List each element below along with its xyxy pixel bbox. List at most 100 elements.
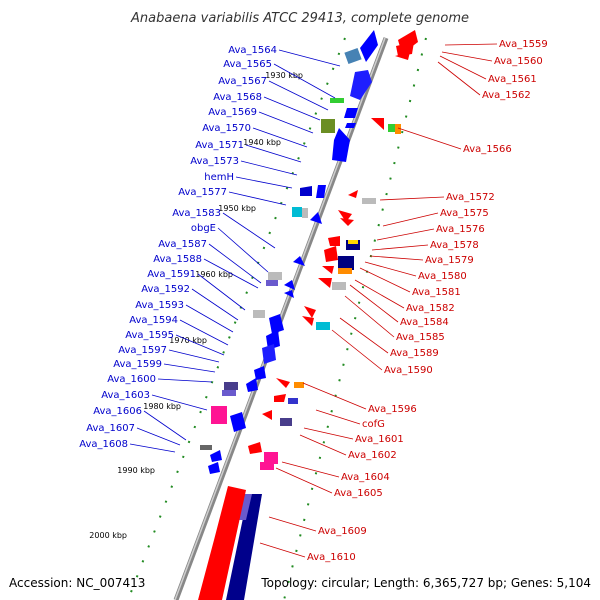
leader-line [191, 288, 239, 321]
gene-label[interactable]: Ava_1589 [390, 348, 439, 359]
leader-line [299, 434, 347, 456]
gene-feature [211, 406, 227, 424]
gene-label[interactable]: Ava_1569 [208, 107, 257, 118]
gene-label[interactable]: Ava_1581 [412, 287, 461, 298]
gene-label[interactable]: Ava_1607 [86, 423, 135, 434]
gene-label[interactable]: Ava_1593 [135, 300, 184, 311]
gene-feature [304, 306, 316, 318]
gene-feature [332, 128, 350, 162]
gene-feature [340, 218, 354, 226]
leader-line [258, 111, 314, 134]
gene-label[interactable]: Ava_1576 [436, 224, 485, 235]
gene-feature [224, 382, 238, 390]
gene-feature [253, 310, 265, 318]
gene-feature [322, 266, 334, 274]
leader-line [245, 144, 302, 163]
gene-feature [248, 442, 262, 454]
gene-label[interactable]: Ava_1603 [101, 390, 150, 401]
gene-label[interactable]: Ava_1599 [113, 359, 162, 370]
kbp-scale: 1930 kbp 1940 kbp 1950 kbp 1960 kbp 1970 kbp… [89, 71, 303, 540]
gene-label[interactable]: Ava_1595 [125, 330, 174, 341]
minus-strand-genes [200, 30, 378, 600]
gene-label[interactable]: obgE [191, 223, 216, 234]
gene-label[interactable]: Ava_1577 [178, 187, 227, 198]
leader-line [151, 394, 208, 411]
gene-feature [302, 316, 314, 326]
gene-feature [348, 190, 358, 198]
gene-label[interactable]: Ava_1584 [400, 317, 449, 328]
gene-feature [344, 47, 362, 65]
gene-feature [269, 314, 284, 334]
gene-label[interactable]: Ava_1571 [195, 140, 244, 151]
gene-label[interactable]: Ava_1606 [93, 406, 142, 417]
gene-label[interactable]: Ava_1594 [129, 315, 178, 326]
gene-feature [276, 378, 290, 388]
gene-label[interactable]: cofG [362, 419, 385, 430]
leader-line [259, 542, 306, 558]
leader-line [359, 267, 411, 293]
kbp-label: 2000 kbp [89, 531, 127, 540]
gene-label[interactable]: Ava_1561 [488, 74, 537, 85]
gene-label[interactable]: Ava_1579 [425, 255, 474, 266]
gene-label[interactable]: Ava_1605 [334, 488, 383, 499]
leader-line [222, 212, 276, 249]
gene-feature [246, 378, 258, 392]
gene-label[interactable]: Ava_1580 [418, 271, 467, 282]
gene-label[interactable]: Ava_1601 [355, 434, 404, 445]
gene-feature [264, 452, 278, 464]
leader-line [331, 329, 383, 371]
accession-text: Accession: NC_007413 [9, 576, 145, 590]
gene-label[interactable]: Ava_1583 [172, 208, 221, 219]
gene-label[interactable]: Ava_1596 [368, 404, 417, 415]
gene-label[interactable]: Ava_1582 [406, 303, 455, 314]
gene-feature [200, 445, 212, 450]
gene-feature [332, 282, 346, 290]
leader-line [136, 427, 181, 446]
gene-feature [350, 70, 372, 100]
gene-label[interactable]: Ava_1610 [307, 552, 356, 563]
gene-label[interactable]: Ava_1585 [396, 332, 445, 343]
gene-label[interactable]: Ava_1565 [223, 59, 272, 70]
gene-label[interactable]: Ava_1566 [463, 144, 512, 155]
gene-label[interactable]: Ava_1578 [430, 240, 479, 251]
gene-label[interactable]: Ava_1609 [318, 526, 367, 537]
gene-label[interactable]: Ava_1559 [499, 39, 548, 50]
leader-line [252, 127, 308, 148]
gene-label[interactable]: Ava_1570 [202, 123, 251, 134]
left-label-leaders [129, 49, 341, 453]
gene-label[interactable]: Ava_1560 [494, 56, 543, 67]
gene-label[interactable]: Ava_1568 [213, 92, 262, 103]
gene-label[interactable]: Ava_1564 [228, 45, 277, 56]
leader-line [376, 228, 435, 241]
gene-feature [208, 462, 220, 474]
gene-feature [300, 186, 312, 196]
gene-label[interactable]: Ava_1562 [482, 90, 531, 101]
plus-strand-genes [198, 30, 418, 600]
leader-line [278, 49, 341, 67]
gene-feature [292, 207, 302, 217]
leader-line [163, 363, 216, 373]
gene-label[interactable]: Ava_1600 [107, 374, 156, 385]
right-label-leaders [259, 43, 498, 558]
gene-label[interactable]: Ava_1572 [446, 192, 495, 203]
gene-label[interactable]: Ava_1575 [440, 208, 489, 219]
gene-label[interactable]: Ava_1590 [384, 365, 433, 376]
gene-feature [338, 256, 354, 270]
gene-label[interactable]: Ava_1608 [79, 439, 128, 450]
leader-line [175, 334, 225, 356]
gene-label[interactable]: Ava_1604 [341, 472, 390, 483]
gene-label[interactable]: Ava_1588 [153, 254, 202, 265]
gene-feature [262, 344, 276, 364]
gene-label[interactable]: Ava_1597 [118, 345, 167, 356]
gene-label[interactable]: Ava_1573 [190, 156, 239, 167]
gene-label[interactable]: hemH [204, 172, 234, 183]
outer-tick-track [283, 37, 427, 600]
gene-feature [280, 418, 292, 426]
gene-label[interactable]: Ava_1602 [348, 450, 397, 461]
gene-label[interactable]: Ava_1587 [158, 239, 207, 250]
gene-label[interactable]: Ava_1592 [141, 284, 190, 295]
gene-label[interactable]: Ava_1591 [147, 269, 196, 280]
gene-label[interactable]: Ava_1567 [218, 76, 267, 87]
leader-line [302, 382, 367, 410]
